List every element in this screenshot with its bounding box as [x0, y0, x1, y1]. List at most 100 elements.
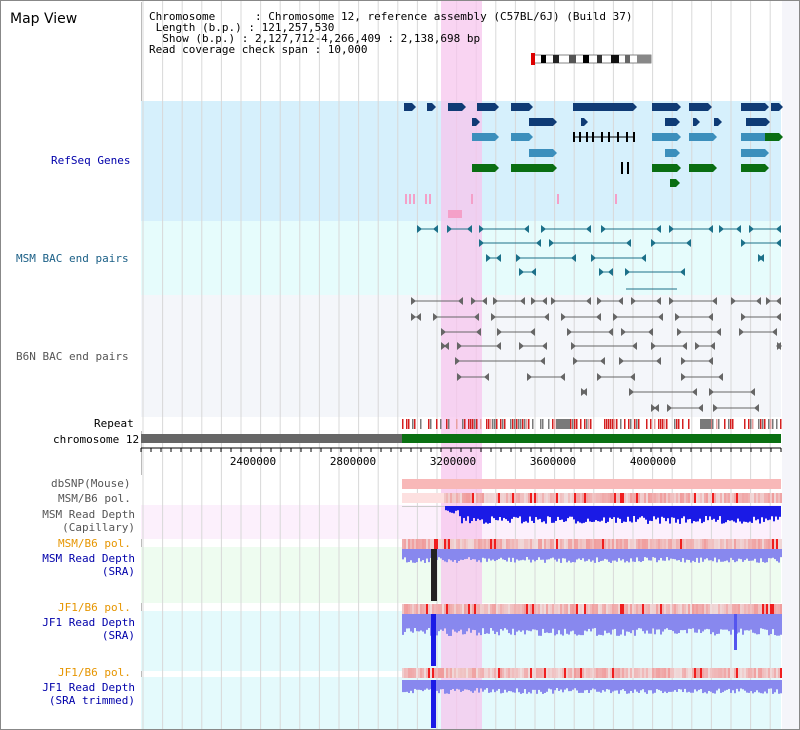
msm-b6-pol-bin — [446, 493, 448, 503]
jf1-b6-pol-bin — [654, 604, 656, 614]
bac-end — [516, 254, 521, 262]
msm-sra-depth-bin — [406, 549, 408, 563]
msm-b6-pol-bin — [524, 493, 526, 503]
msm-sra-depth-bin — [472, 549, 474, 560]
msm-b6-pol-bin — [566, 493, 568, 503]
jf1-trim-depth-bin — [656, 680, 658, 690]
jf1-sra-depth-bin — [530, 614, 532, 632]
jf1-trim-depth-bin — [492, 680, 494, 690]
msm-capillary-depth-bin — [695, 506, 697, 522]
jf1-b6-pol-bin — [586, 668, 588, 678]
msm-b6-pol-bin — [704, 493, 706, 503]
jf1-trim-depth-bin — [728, 680, 730, 689]
msm-b6-pol-bin — [412, 539, 414, 549]
predicted-feature — [425, 194, 427, 204]
bac-end — [772, 328, 777, 336]
msm-sra-depth-bin — [672, 549, 674, 559]
jf1-b6-pol-bin — [680, 604, 682, 614]
jf1-sra-depth-bin — [578, 614, 580, 635]
jf1-trim-depth-bin — [552, 680, 554, 694]
msm-b6-pol-bin — [592, 539, 594, 549]
jf1-b6-pol-bin — [428, 604, 430, 614]
msm-b6-pol-bin — [406, 539, 408, 549]
jf1-trim-depth-bin — [544, 680, 546, 693]
msm-b6-pol-bin — [694, 539, 696, 549]
bac-end — [651, 342, 656, 350]
msm-b6-pol-bin — [660, 539, 662, 549]
msm-b6-pol-bin — [732, 493, 734, 503]
jf1-b6-pol-bin — [570, 604, 572, 614]
jf1-b6-pol-bin — [460, 668, 462, 678]
jf1-b6-pol-bin — [540, 668, 542, 678]
msm-sra-depth-bin — [490, 549, 492, 561]
msm-b6-pol-bin — [432, 539, 434, 549]
msm-sra-depth-bin — [690, 549, 692, 563]
msm-b6-pol-bin — [514, 539, 516, 549]
msm-sra-depth-bin — [770, 549, 772, 559]
msm-b6-pol-bin — [484, 493, 486, 503]
jf1-trim-depth-bin — [554, 680, 556, 691]
bac-end — [542, 342, 547, 350]
jf1-b6-pol-bin — [480, 668, 482, 678]
jf1-sra-depth-bin — [564, 614, 566, 629]
msm-b6-pol-bin — [770, 539, 772, 549]
jf1-trim-depth-bin — [566, 680, 568, 689]
repeat-element — [764, 419, 766, 429]
jf1-sra-depth-bin — [512, 614, 514, 629]
msm-sra-depth-bin — [674, 549, 676, 560]
msm-b6-pol-bin — [702, 493, 704, 503]
jf1-b6-pol-bin — [412, 668, 414, 678]
jf1-b6-pol-bin — [614, 668, 616, 678]
jf1-b6-pol-bin — [612, 668, 614, 678]
track-label-jf1-depth-sra[interactable]: JF1 Read Depth (SRA) — [42, 616, 135, 642]
msm-b6-pol-bin — [636, 539, 638, 549]
track-label-refseq-genes[interactable]: RefSeq Genes — [51, 154, 131, 167]
jf1-sra-depth-bin — [558, 614, 560, 631]
msm-capillary-depth-bin — [489, 506, 491, 524]
jf1-trim-depth-bin — [416, 680, 418, 690]
jf1-b6-pol-bin — [472, 604, 474, 614]
track-label-jf1-depth-trimmed[interactable]: JF1 Read Depth (SRA trimmed) — [42, 681, 135, 707]
jf1-sra-depth-bin — [680, 614, 682, 631]
bac-end — [560, 373, 565, 381]
jf1-b6-pol-bin — [738, 668, 740, 678]
jf1-b6-pol-bin — [636, 668, 638, 678]
msm-b6-pol-bin — [778, 539, 780, 549]
msm-b6-pol-bin — [694, 493, 696, 503]
gene-arrow — [495, 133, 499, 141]
jf1-trim-depth-bin — [440, 680, 442, 690]
bac-end — [491, 313, 496, 321]
bac-end — [626, 239, 631, 247]
msm-b6-pol-bin — [560, 539, 562, 549]
repeat-element — [666, 419, 668, 429]
jf1-b6-pol-bin — [746, 604, 748, 614]
msm-b6-pol-bin — [596, 539, 598, 549]
repeat-element — [480, 419, 482, 429]
jf1-sra-depth-bin — [668, 614, 670, 630]
repeat-element — [612, 419, 614, 429]
msm-capillary-depth-bin — [531, 506, 533, 521]
chromosome-ideogram[interactable] — [529, 53, 655, 65]
msm-sra-depth-bin — [780, 549, 782, 558]
jf1-b6-pol-bin — [636, 604, 638, 614]
track-label-msm-depth-sra[interactable]: MSM Read Depth (SRA) — [42, 552, 135, 578]
jf1-sra-depth-bin — [550, 614, 552, 633]
bac-end — [695, 342, 700, 350]
repeat-element — [494, 419, 496, 429]
coverage-line: Read coverage check span : 10,000 — [149, 43, 368, 56]
msm-b6-pol-bin — [534, 539, 536, 549]
msm-b6-pol-bin — [626, 539, 628, 549]
msm-capillary-depth-bin — [519, 506, 521, 517]
msm-b6-pol-bin — [572, 539, 574, 549]
jf1-sra-depth-bin — [418, 614, 420, 632]
msm-capillary-depth-bin — [593, 506, 595, 522]
msm-sra-depth-bin — [760, 549, 762, 559]
msm-b6-pol-bin — [552, 539, 554, 549]
repeat-element — [700, 419, 702, 429]
msm-sra-depth-bin — [752, 549, 754, 561]
msm-sra-depth-bin — [686, 549, 688, 560]
jf1-b6-pol-bin — [432, 668, 434, 678]
track-label-b6n-bac[interactable]: B6N BAC end pairs — [16, 350, 129, 363]
track-label-msm-bac[interactable]: MSM BAC end pairs — [16, 252, 129, 265]
